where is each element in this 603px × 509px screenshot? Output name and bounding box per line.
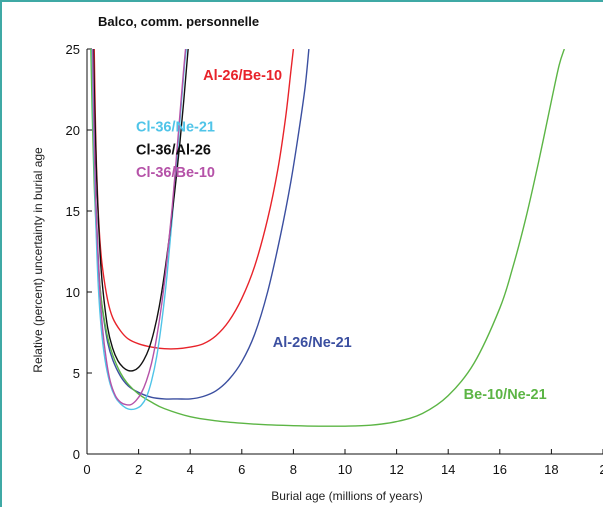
y-tick-label: 0: [73, 447, 80, 462]
x-tick-label: 4: [187, 462, 194, 477]
series-line-be-10-ne-21: [90, 49, 565, 427]
y-tick-label: 5: [73, 366, 80, 381]
series-label-cl-36-ne-21: Cl-36/Ne-21: [136, 120, 215, 136]
series-label-al-26-ne-21: Al-26/Ne-21: [273, 335, 352, 351]
y-tick-label: 10: [66, 285, 80, 300]
x-tick-label: 8: [290, 462, 297, 477]
y-tick-label: 20: [66, 123, 80, 138]
x-tick-label: 6: [238, 462, 245, 477]
x-tick-label: 2: [599, 462, 603, 477]
y-axis-label: Relative (percent) uncertainty in burial…: [31, 147, 45, 373]
y-tick-label: 25: [66, 42, 80, 57]
x-tick-label: 2: [135, 462, 142, 477]
series-line-cl-36-be-10: [91, 49, 187, 406]
series-label-cl-36-al-26: Cl-36/Al-26: [136, 142, 211, 158]
x-tick-label: 18: [544, 462, 558, 477]
plot-area: 02468101214161820510152025Al-26/Be-10Cl-…: [66, 42, 603, 477]
x-tick-label: 10: [338, 462, 352, 477]
series-label-be-10-ne-21: Be-10/Ne-21: [464, 387, 547, 403]
series-line-cl-36-al-26: [92, 49, 189, 372]
x-tick-label: 0: [83, 462, 90, 477]
series-label-al-26-be-10: Al-26/Be-10: [203, 68, 282, 84]
series-line-al-26-be-10: [93, 49, 295, 350]
x-tick-label: 12: [389, 462, 403, 477]
x-tick-label: 16: [493, 462, 507, 477]
y-tick-label: 15: [66, 204, 80, 219]
chart-title: Balco, comm. personnelle: [98, 14, 259, 29]
x-axis-label: Burial age (millions of years): [271, 489, 422, 503]
x-tick-label: 14: [441, 462, 455, 477]
series-label-cl-36-be-10: Cl-36/Be-10: [136, 165, 215, 181]
